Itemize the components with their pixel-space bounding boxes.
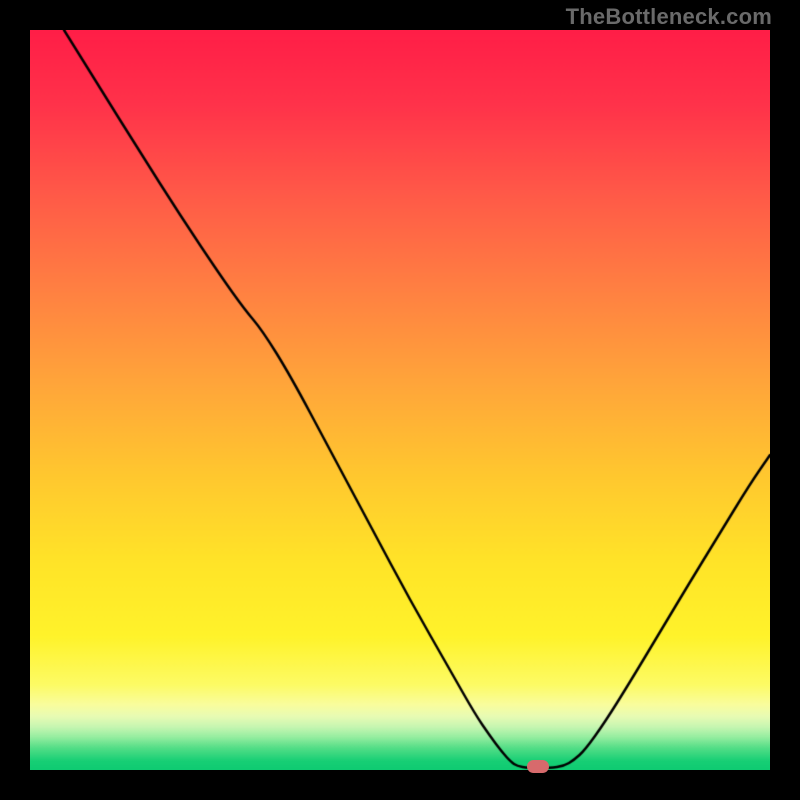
chart-border-left	[0, 0, 30, 800]
optimal-point-marker	[527, 760, 549, 773]
chart-border-bottom	[0, 770, 800, 800]
watermark-text: TheBottleneck.com	[566, 4, 772, 30]
bottleneck-chart	[30, 30, 770, 770]
chart-border-right	[770, 0, 800, 800]
